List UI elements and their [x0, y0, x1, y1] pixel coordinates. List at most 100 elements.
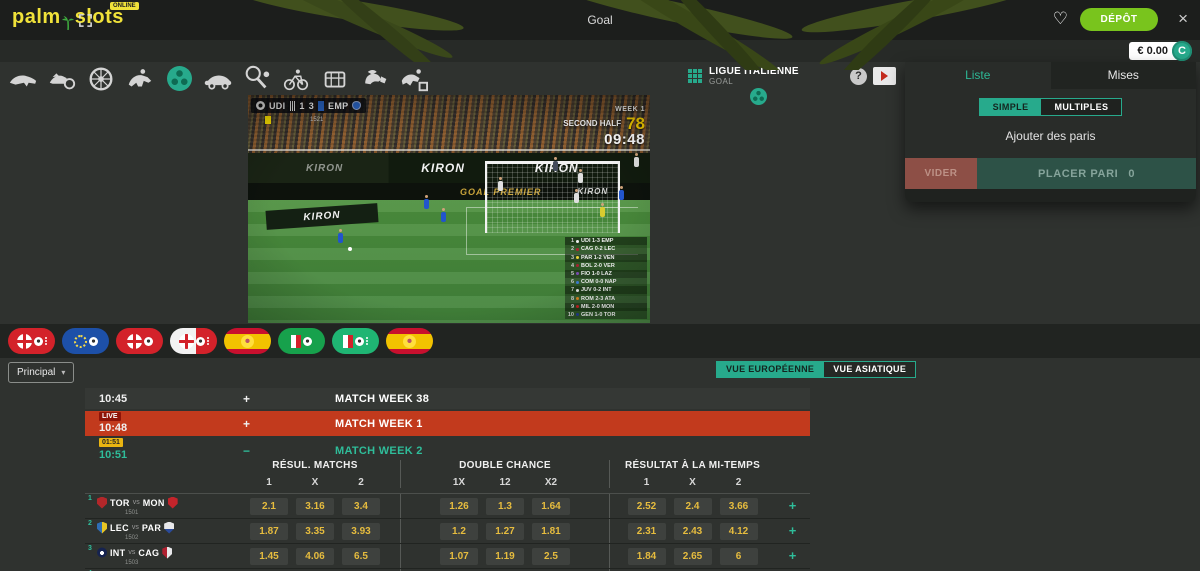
away-score: 3: [308, 100, 315, 111]
odds-button[interactable]: 3.16: [296, 497, 334, 515]
place-bet-button[interactable]: PLACER PARI 0: [977, 158, 1196, 189]
sport-harness-racing-icon[interactable]: [47, 64, 77, 94]
away-kit-icon: [318, 100, 325, 111]
odds-button[interactable]: 1.64: [532, 497, 570, 515]
betslip-actions: VIDER PLACER PARI 0: [905, 158, 1196, 189]
play-triangle-icon: [881, 71, 888, 81]
sport-chariot-racing-icon[interactable]: [359, 64, 389, 94]
sport-spin-wheel-icon[interactable]: [86, 64, 116, 94]
league-button-italy-goal-active[interactable]: [332, 328, 379, 354]
odds-button[interactable]: 1.87: [250, 522, 288, 540]
odds-button[interactable]: 1.26: [440, 497, 478, 515]
add-markets-button[interactable]: +: [788, 523, 797, 538]
balance-widget[interactable]: € 0.00 C: [1129, 41, 1192, 61]
grid-icon[interactable]: [688, 69, 702, 83]
odds-button[interactable]: 2.1: [250, 497, 288, 515]
league-button-england-cup[interactable]: [116, 328, 163, 354]
result-row: 2 CAG 0-2 LEC: [565, 245, 647, 254]
league-button-england[interactable]: [8, 328, 55, 354]
week-row-1-live[interactable]: LIVE 10:48 + MATCH WEEK 1: [85, 411, 810, 436]
view-asian-button[interactable]: VUE ASIATIQUE: [823, 362, 916, 377]
odds-button[interactable]: 2.43: [673, 522, 712, 540]
player-figure: [338, 229, 343, 243]
odds-button[interactable]: 6: [719, 547, 758, 565]
stadium-rail: [248, 149, 650, 151]
close-icon[interactable]: ×: [1178, 9, 1188, 28]
odds-button[interactable]: 1.3: [486, 497, 524, 515]
away-team: PAR: [141, 522, 162, 533]
clear-bets-button[interactable]: VIDER: [905, 158, 977, 189]
tab-liste[interactable]: Liste: [905, 62, 1051, 89]
sport-motor-racing-icon[interactable]: [203, 64, 233, 94]
result-row: 10 GEN 1-0 TOR: [565, 310, 647, 319]
add-markets-button[interactable]: +: [788, 498, 797, 513]
logo-text-slots: slots: [74, 6, 124, 28]
add-markets-button[interactable]: +: [788, 548, 797, 563]
sport-horse-racing-icon[interactable]: [125, 64, 155, 94]
odds-button[interactable]: 3.35: [296, 522, 334, 540]
week-time: 10:51: [99, 449, 128, 461]
currency-icon: C: [1172, 41, 1192, 61]
league-button-italy[interactable]: [278, 328, 325, 354]
odds-button[interactable]: 2.4: [673, 497, 712, 515]
match-minute: 78: [626, 114, 645, 133]
sport-greyhound-racing-icon[interactable]: [8, 64, 38, 94]
result-row: 5 FIO 1-0 LAZ: [565, 269, 647, 279]
sport-tennis-icon[interactable]: [242, 64, 272, 94]
odds-button[interactable]: 3.66: [719, 497, 758, 515]
home-team: LEC: [110, 522, 129, 533]
odds-button[interactable]: 1.27: [486, 522, 524, 540]
deposit-button[interactable]: DÉPÔT: [1080, 8, 1158, 31]
odds-button[interactable]: 4.06: [296, 547, 334, 565]
video-mode-icon[interactable]: [873, 67, 896, 85]
logo[interactable]: palm slots ONLINE: [12, 2, 139, 30]
league-button-england-alt[interactable]: [170, 328, 217, 354]
odds-button[interactable]: 6.5: [342, 547, 380, 565]
match-id: 1502: [125, 534, 139, 541]
league-button-europe[interactable]: [62, 328, 109, 354]
odds-button[interactable]: 1.07: [440, 547, 478, 565]
collapse-icon[interactable]: −: [243, 443, 251, 458]
odds-button[interactable]: 1.2: [440, 522, 478, 540]
player-figure: [498, 177, 503, 191]
home-kit-icon: [289, 100, 296, 111]
odds-button[interactable]: 3.4: [342, 497, 380, 515]
odds-button[interactable]: 3.93: [342, 522, 380, 540]
odds-button[interactable]: 4.12: [719, 522, 758, 540]
market-dropdown[interactable]: Principal ▾: [8, 362, 75, 383]
sport-football-icon[interactable]: [164, 64, 194, 94]
sub-bar: € 0.00 C: [0, 40, 1200, 62]
odds-button[interactable]: 2.52: [627, 497, 666, 515]
sport-steeplechase-icon[interactable]: [398, 64, 428, 94]
match-week-label: WEEK 1: [615, 106, 645, 113]
odds-button[interactable]: 1.45: [250, 547, 288, 565]
tab-mises[interactable]: Mises: [1050, 62, 1196, 89]
result-row: 8 ROM 2-3 ATA: [565, 294, 647, 303]
odds-button[interactable]: 1.84: [627, 547, 666, 565]
view-european-button[interactable]: VUE EUROPÉENNE: [717, 362, 824, 377]
expand-icon[interactable]: +: [243, 416, 251, 431]
market-group-title: DOUBLE CHANCE: [459, 460, 551, 471]
expand-icon[interactable]: +: [243, 391, 251, 406]
sport-keno-icon[interactable]: [320, 64, 350, 94]
favorites-icon[interactable]: ♡: [1052, 9, 1068, 28]
fullscreen-icon[interactable]: [78, 13, 93, 28]
week-row-38[interactable]: 10:45 + MATCH WEEK 38: [85, 388, 810, 409]
odds-button[interactable]: 2.65: [673, 547, 712, 565]
live-badge: LIVE: [99, 412, 121, 421]
help-icon[interactable]: ?: [850, 68, 867, 85]
betslip-footer: [905, 189, 1196, 202]
mode-multiples-button[interactable]: MULTIPLES: [1041, 99, 1122, 115]
odds-button[interactable]: 1.19: [486, 547, 524, 565]
week-row-2[interactable]: 01:51 10:51 − MATCH WEEK 2: [85, 438, 810, 463]
betslip-tabs: Liste Mises: [905, 62, 1196, 89]
mode-simple-button[interactable]: SIMPLE: [979, 99, 1042, 115]
league-button-spain[interactable]: [224, 328, 271, 354]
sport-cycling-icon[interactable]: [281, 64, 311, 94]
league-button-spain-alt[interactable]: [386, 328, 433, 354]
match-row: 1 TOR vs MON 1501 2.1 3.16 3.4 1.26 1.3 1.64 2…: [85, 494, 810, 519]
odds-button[interactable]: 2.31: [627, 522, 666, 540]
odds-button[interactable]: 1.81: [532, 522, 570, 540]
home-team: INT: [110, 547, 126, 558]
odds-button[interactable]: 2.5: [532, 547, 570, 565]
